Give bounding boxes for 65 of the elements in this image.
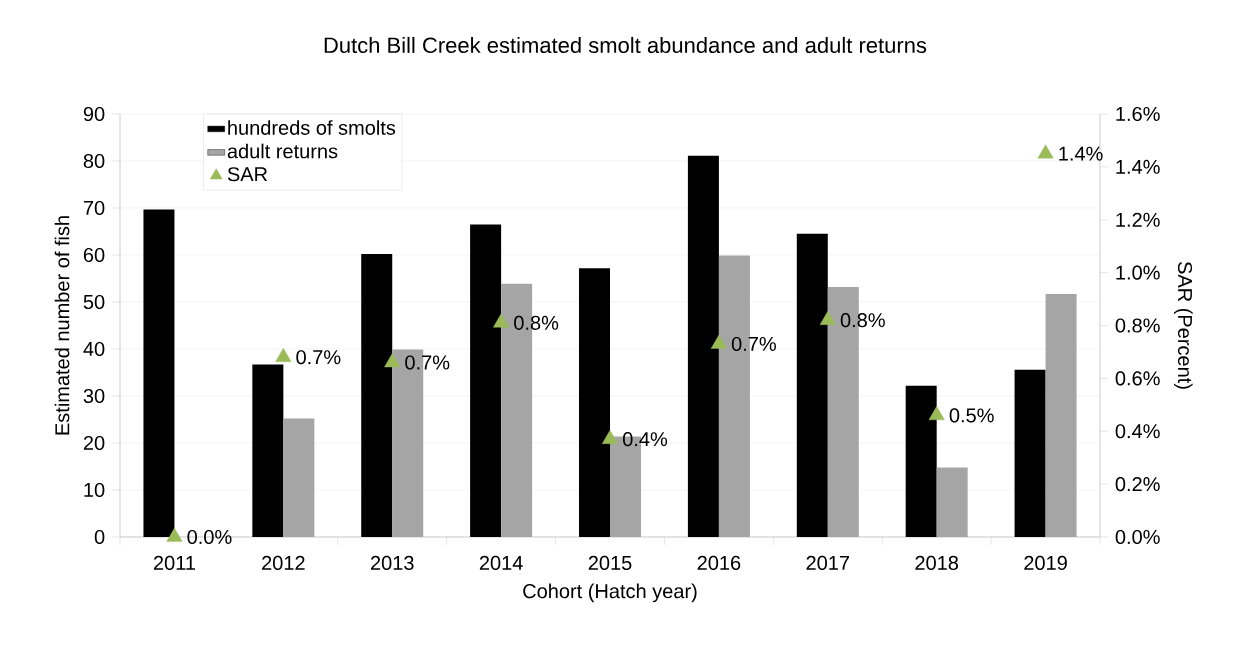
y-tick-label: 20 (83, 435, 105, 451)
y2-tick-label: 0.6% (1115, 371, 1160, 386)
x-tick-label: 2016 (697, 555, 741, 571)
bar (143, 209, 175, 537)
y-tick-label: 40 (83, 341, 105, 357)
y2-tick-label: 0.8% (1115, 318, 1160, 333)
x-tick-label: 2015 (588, 555, 632, 571)
x-tick-label: 2011 (153, 555, 195, 571)
x-tick-label: 2013 (370, 555, 414, 571)
data-label: 0.7% (296, 350, 341, 365)
point (819, 311, 836, 325)
point (1037, 144, 1054, 159)
y-tick-label: 60 (83, 247, 105, 263)
bar (283, 418, 315, 537)
y2-tick-label: 0.4% (1115, 424, 1160, 439)
point (275, 348, 292, 362)
data-label: 0.4% (622, 432, 668, 447)
point (166, 527, 183, 542)
y2-tick-label: 0.0% (1115, 529, 1160, 545)
bar (470, 224, 502, 537)
x-tick-label: 2018 (915, 555, 959, 571)
data-label: 0.7% (405, 355, 450, 370)
legend-label: SAR (227, 167, 268, 182)
bar (1045, 294, 1077, 537)
x-tick-label: 2017 (806, 555, 850, 571)
y2-tick-label: 1.2% (1116, 212, 1160, 227)
data-label: 0.0% (187, 529, 232, 545)
point (928, 406, 945, 421)
x-tick-label: 2014 (479, 555, 523, 571)
y2-axis-title: SAR (Percent) (1174, 261, 1193, 389)
data-label: 0.8% (514, 315, 559, 330)
bar (579, 268, 611, 537)
x-tick-label: 2019 (1024, 555, 1067, 571)
bar (687, 155, 719, 537)
bar (936, 467, 968, 537)
data-label: 0.8% (840, 313, 885, 328)
y2-tick-label: 1.0% (1116, 265, 1160, 280)
bar (1014, 369, 1046, 537)
y-axis-title: Estimated number of fish (54, 216, 70, 435)
y-tick-label: 30 (83, 388, 105, 404)
x-axis-title: Cohort (Hatch year) (523, 583, 697, 603)
y2-tick-label: 1.6% (1116, 106, 1160, 122)
bar (361, 254, 393, 537)
data-label: 1.4% (1059, 146, 1103, 161)
y-tick-label: 10 (84, 482, 105, 498)
bar (905, 385, 937, 537)
point (384, 353, 401, 368)
y-tick-label: 0 (94, 529, 105, 545)
bar (796, 233, 828, 537)
y-tick-label: 80 (83, 153, 105, 169)
x-tick-label: 2012 (262, 555, 305, 571)
y-tick-label: 70 (83, 200, 105, 216)
data-label: 0.5% (949, 408, 994, 423)
y2-tick-label: 1.4% (1116, 159, 1160, 174)
legend-label: adult returns (227, 143, 338, 159)
y2-tick-label: 0.2% (1115, 477, 1160, 492)
chart-title: Dutch Bill Creek estimated smolt abundance and adult returns (324, 36, 927, 54)
y-tick-label: 90 (83, 106, 105, 122)
point (710, 334, 727, 349)
data-label: 0.7% (731, 336, 776, 352)
point (602, 429, 619, 444)
y-tick-label: 50 (83, 294, 105, 310)
point (493, 313, 510, 328)
legend-label: hundreds of smolts (228, 120, 396, 135)
bar (252, 364, 284, 537)
